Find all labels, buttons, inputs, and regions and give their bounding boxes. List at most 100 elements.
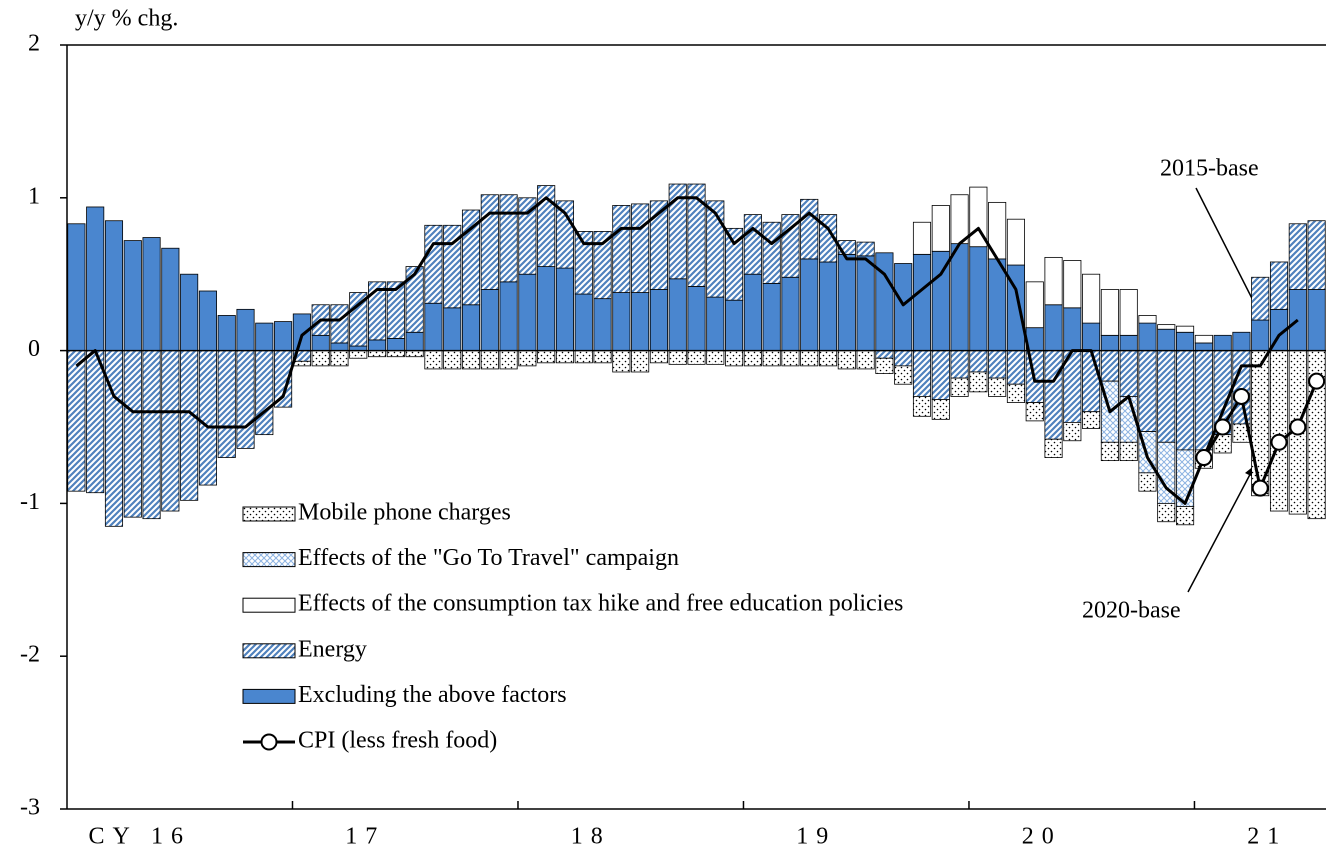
bar — [931, 205, 950, 252]
bar — [555, 350, 575, 364]
bar — [1082, 350, 1101, 413]
bar — [461, 304, 481, 352]
bar — [292, 360, 311, 367]
bar — [856, 241, 875, 257]
legend-marker — [260, 733, 278, 751]
bar — [912, 221, 932, 255]
bar — [104, 350, 124, 527]
legend-label: CPI (less fresh food) — [298, 728, 497, 754]
bar — [1232, 350, 1251, 425]
bar — [1082, 322, 1101, 352]
bar — [255, 322, 274, 352]
bar — [649, 200, 668, 290]
cpi-marker — [1232, 387, 1250, 405]
bar — [649, 350, 668, 364]
bar — [480, 289, 499, 352]
bar — [480, 350, 499, 370]
cpi-marker — [1308, 372, 1326, 390]
bar — [988, 350, 1007, 379]
bar — [593, 298, 612, 352]
bar — [1119, 289, 1138, 336]
legend-label: Mobile phone charges — [298, 500, 511, 526]
bar — [1044, 438, 1063, 458]
bar — [1269, 350, 1289, 512]
bar — [386, 281, 405, 339]
bar — [950, 350, 969, 379]
bar — [1307, 220, 1326, 290]
bar — [1176, 325, 1195, 333]
bar — [1176, 506, 1195, 526]
bar — [461, 350, 481, 370]
bar — [950, 194, 969, 245]
bar — [330, 342, 349, 351]
bar — [762, 221, 781, 284]
bar — [668, 350, 687, 365]
annotation: 2020-base — [1082, 598, 1181, 624]
cpi-line — [75, 196, 1299, 505]
bar — [311, 350, 330, 367]
bar — [818, 261, 838, 352]
bar — [894, 263, 913, 351]
y-tick-label: -2 — [20, 642, 40, 668]
bar — [1119, 350, 1138, 397]
bar — [123, 240, 142, 351]
bar — [1006, 218, 1025, 266]
bar — [593, 350, 612, 364]
bar — [1194, 342, 1213, 351]
bar — [86, 350, 105, 494]
legend-label: Energy — [298, 636, 367, 662]
bar — [1044, 304, 1063, 352]
bar — [217, 315, 236, 351]
cpi-marker — [1289, 418, 1307, 436]
bar — [818, 350, 838, 367]
bar — [1082, 273, 1101, 324]
bar — [1100, 334, 1119, 352]
bar — [762, 282, 781, 352]
bar — [743, 350, 762, 367]
bar — [1157, 350, 1176, 443]
bar — [67, 223, 86, 351]
bar — [969, 371, 988, 393]
bar — [1100, 350, 1119, 382]
bar — [631, 292, 650, 352]
bar — [386, 337, 405, 352]
bar — [988, 377, 1007, 397]
bar — [743, 273, 762, 352]
bar — [123, 350, 142, 518]
bar — [762, 350, 781, 367]
legend-swatch — [242, 597, 296, 613]
bar — [443, 350, 462, 370]
bar — [424, 350, 443, 370]
bar — [743, 214, 762, 275]
annotation-arrow — [1187, 464, 1256, 593]
bar — [67, 350, 86, 492]
bar — [217, 350, 236, 458]
bar — [875, 357, 894, 374]
cpi-marker — [1270, 433, 1288, 451]
bar — [1138, 315, 1157, 324]
bar — [330, 350, 349, 367]
bar — [725, 227, 744, 301]
bar — [405, 350, 424, 358]
bar — [725, 299, 744, 351]
bar — [593, 231, 612, 300]
bar — [104, 220, 124, 352]
bar — [499, 194, 518, 283]
bar — [1063, 422, 1082, 442]
legend-swatch — [242, 506, 296, 522]
bar — [1213, 334, 1232, 352]
bar — [1119, 334, 1138, 352]
bar — [950, 377, 969, 397]
bar — [894, 350, 913, 367]
bar — [1006, 383, 1025, 403]
bar — [368, 339, 387, 351]
legend-label: Effects of the "Go To Travel" campaign — [298, 545, 679, 571]
bar — [1100, 441, 1119, 462]
bar — [725, 350, 744, 367]
bar — [1232, 331, 1251, 352]
bar — [1138, 350, 1157, 432]
bar — [537, 185, 556, 267]
bar — [161, 247, 180, 351]
bar — [574, 231, 593, 295]
